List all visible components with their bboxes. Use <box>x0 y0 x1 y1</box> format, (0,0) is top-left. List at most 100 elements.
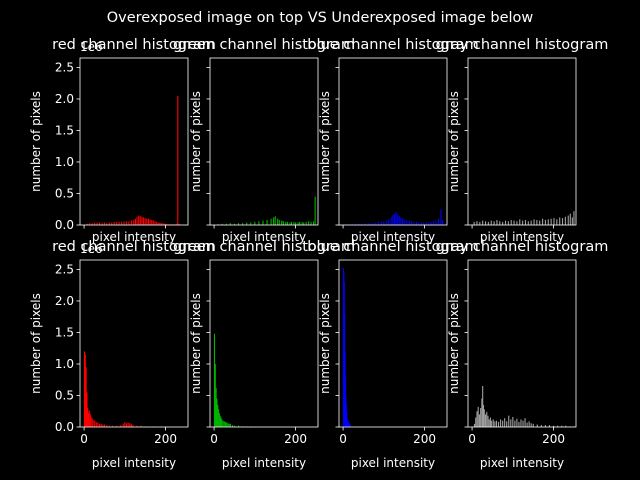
histogram-bar <box>103 424 106 427</box>
histogram-bar <box>226 422 228 427</box>
histogram-bar <box>293 221 295 225</box>
histogram-bar <box>116 221 118 225</box>
histogram-bar <box>544 425 546 427</box>
histogram-bar <box>120 425 122 427</box>
histogram-bar <box>507 221 509 225</box>
histogram-bar <box>85 367 87 427</box>
histogram-bar <box>108 425 110 427</box>
histogram-bar <box>510 419 512 427</box>
histogram-bar <box>536 219 538 225</box>
histogram-bar <box>86 392 88 427</box>
histogram-bar <box>286 221 288 225</box>
histogram-bar <box>351 223 353 225</box>
histogram-bar <box>349 425 351 427</box>
histogram-bar <box>413 221 415 225</box>
histogram-bar <box>214 363 216 427</box>
histogram-bar <box>159 222 161 225</box>
histogram-bar <box>435 220 437 225</box>
histogram-bar <box>377 221 379 225</box>
histogram-bar <box>491 420 493 427</box>
histogram-bar <box>437 218 439 225</box>
histogram-bar <box>476 411 478 427</box>
x-axis-label: pixel intensity <box>480 456 564 470</box>
histogram-bar <box>571 217 573 225</box>
histogram-bar <box>513 220 515 225</box>
histogram-bar <box>496 219 498 225</box>
histogram-bar <box>516 221 518 225</box>
histogram-bar <box>224 421 227 427</box>
histogram-panels: 0.0 0.5 1.0 1.5 2.0 2.5 pixel intensity number … <box>29 37 608 470</box>
y-tick-label: 2.5 <box>55 262 74 276</box>
histogram-bar <box>213 333 216 427</box>
plot-area <box>339 58 447 225</box>
histogram-bar <box>125 221 128 225</box>
histogram-bar <box>493 221 495 225</box>
y-tick-label: 2.0 <box>55 294 74 308</box>
histogram-bar <box>385 220 387 225</box>
histogram-bar <box>143 217 145 225</box>
histogram-bar <box>242 223 244 225</box>
histogram-bar <box>141 216 143 225</box>
y-axis-label: number of pixels <box>318 91 332 192</box>
histogram-bar <box>152 220 154 225</box>
histogram-bar <box>512 416 514 427</box>
histogram-panel: 0.0 0.5 1.0 1.5 2.0 2.5 pixel intensity number … <box>29 37 216 244</box>
x-tick-label: 200 <box>154 432 177 446</box>
histogram-bar <box>84 354 86 427</box>
histogram-bar <box>83 351 86 427</box>
plot-area <box>468 58 576 225</box>
histogram-bar <box>228 423 230 427</box>
histogram-bar <box>550 218 552 225</box>
y-axis-label: number of pixels <box>29 91 43 192</box>
histogram-bar <box>367 223 369 225</box>
y-tick-label: 1.0 <box>55 155 74 169</box>
histogram-bar <box>358 223 360 225</box>
histogram-bar <box>479 221 481 225</box>
histogram-bar <box>165 223 167 225</box>
histogram-bar <box>116 425 118 427</box>
histogram-bar <box>516 418 518 427</box>
histogram-bar <box>140 425 142 427</box>
histogram-bar <box>162 223 164 225</box>
histogram-bar <box>408 220 410 225</box>
histogram-bar <box>561 425 563 427</box>
y-axis-label: number of pixels <box>318 293 332 394</box>
histogram-bar <box>539 220 541 225</box>
histogram-bar <box>553 218 555 225</box>
histogram-bar <box>423 222 425 225</box>
histogram-bar <box>101 223 103 225</box>
histogram-bar <box>237 425 240 427</box>
x-axis-label: pixel intensity <box>480 230 564 244</box>
histogram-bar <box>361 223 363 225</box>
histogram-bar <box>231 425 233 427</box>
histogram-bar <box>237 223 240 225</box>
histogram-bar <box>510 219 512 225</box>
y-tick-label: 0.0 <box>55 420 74 434</box>
histogram-bar <box>415 221 417 225</box>
histogram-bar <box>281 220 283 225</box>
histogram-bar <box>118 221 120 225</box>
histogram-bar <box>494 421 496 427</box>
histogram-bar <box>254 221 256 225</box>
histogram-bar <box>374 222 376 225</box>
histogram-panel: 0 200 pixel intensity number of pixels green… <box>173 239 355 470</box>
histogram-panel: pixel intensity number of pixels green cha… <box>173 37 355 244</box>
histogram-bar <box>484 414 487 427</box>
x-axis-label: pixel intensity <box>222 230 306 244</box>
histogram-bar <box>229 423 231 427</box>
histogram-bar <box>266 219 268 225</box>
histogram-bar <box>134 218 136 225</box>
histogram-bar <box>94 420 96 427</box>
histogram-bar <box>489 417 491 427</box>
plot-area <box>468 260 576 427</box>
histogram-bar <box>100 423 102 427</box>
histogram-bar <box>388 219 390 225</box>
histogram-bar <box>90 414 92 427</box>
histogram-bar <box>111 222 113 225</box>
histogram-bar <box>483 409 485 427</box>
histogram-bar <box>484 221 487 225</box>
histogram-bar <box>89 223 91 225</box>
histogram-bar <box>519 219 521 225</box>
histogram-bar <box>121 221 123 225</box>
plot-area <box>210 260 318 427</box>
